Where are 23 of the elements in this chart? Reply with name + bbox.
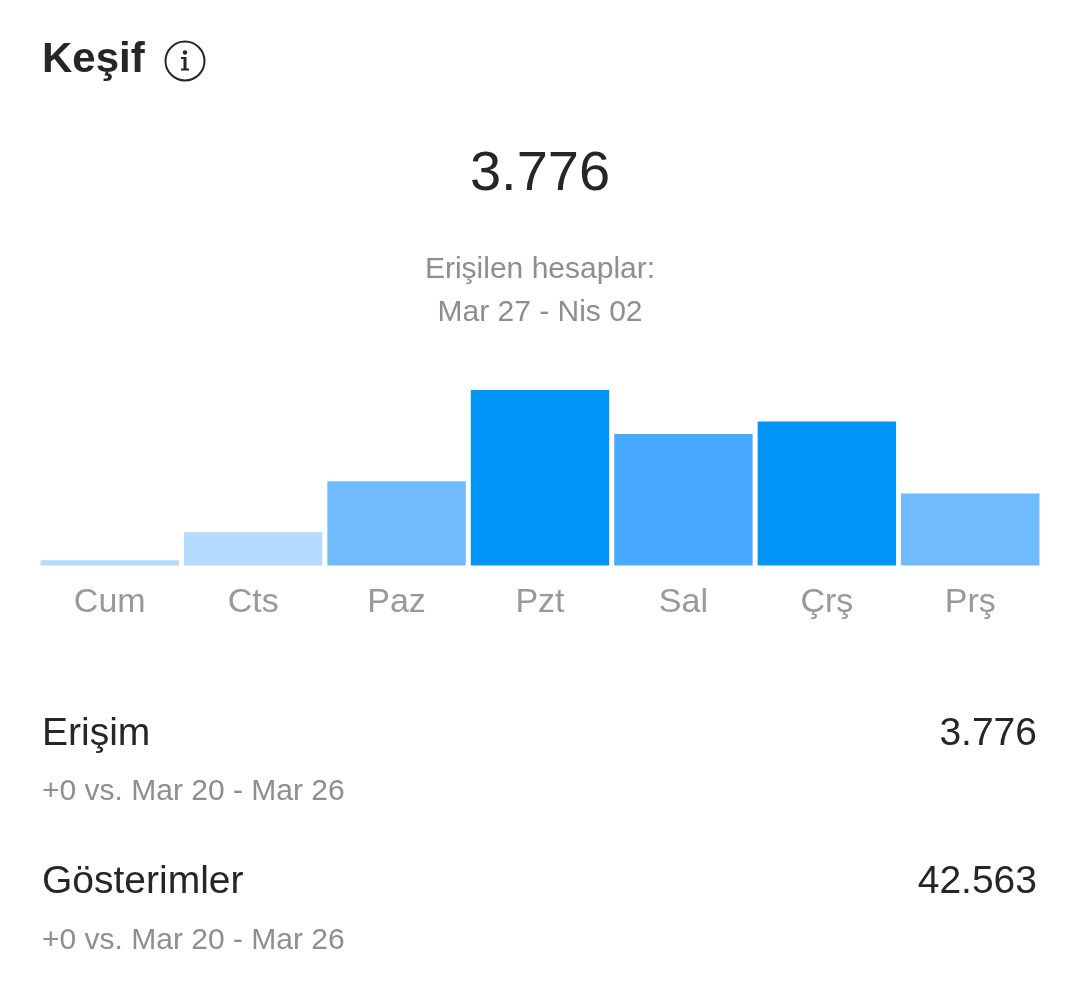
x-tick-label: Çrş xyxy=(800,580,854,619)
chart-title: Keşif xyxy=(42,33,146,81)
x-tick-label: Sal xyxy=(658,580,708,619)
bar xyxy=(470,390,610,566)
x-tick-label: Cts xyxy=(227,580,279,619)
x-tick-label: Pzt xyxy=(515,580,566,619)
text: 3.776 xyxy=(939,709,1037,753)
bar xyxy=(40,560,179,566)
text: 3.776 xyxy=(469,138,611,202)
bar xyxy=(901,493,1040,566)
x-tick-label: Paz xyxy=(367,580,426,619)
text: +0 vs. Mar 20 - Mar 26 xyxy=(42,772,345,806)
bar xyxy=(614,433,753,566)
x-tick-label: Cum xyxy=(73,580,146,619)
text: +0 vs. Mar 20 - Mar 26 xyxy=(42,921,345,955)
bar xyxy=(757,421,897,566)
x-tick-label: Prş xyxy=(944,580,996,619)
text: Gösterimler xyxy=(42,857,244,901)
bar xyxy=(327,481,466,566)
bar xyxy=(183,532,323,566)
chart-subtitle: Erişilen hesaplar: Mar 27 - Nis 02 xyxy=(424,251,656,327)
text: Erişim xyxy=(42,709,151,753)
text: 42.563 xyxy=(917,857,1037,901)
